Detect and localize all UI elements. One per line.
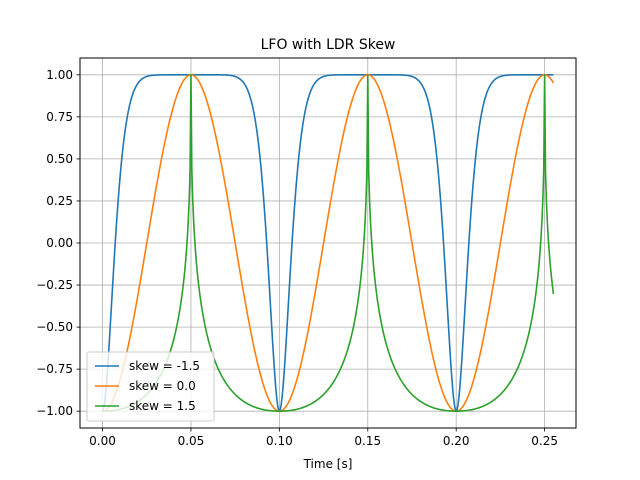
y-tick-label: −0.50 bbox=[36, 320, 73, 334]
y-tick-label: 0.50 bbox=[46, 152, 73, 166]
series-line bbox=[101, 74, 554, 412]
y-tick-label: −0.75 bbox=[36, 362, 73, 376]
series-line bbox=[102, 74, 555, 412]
x-axis-title: Time [s] bbox=[303, 457, 353, 471]
x-tick-label: 0.00 bbox=[89, 434, 116, 448]
x-tick-label: 0.20 bbox=[443, 434, 470, 448]
y-tick-label: 0.00 bbox=[46, 236, 73, 250]
chart-title: LFO with LDR Skew bbox=[261, 37, 396, 53]
x-tick-label: 0.15 bbox=[354, 434, 381, 448]
legend: skew = -1.5 skew = 0.0 skew = 1.5 bbox=[86, 351, 215, 422]
x-tick-label: 0.05 bbox=[178, 434, 205, 448]
y-tick-label: −0.25 bbox=[36, 278, 73, 292]
legend-label: skew = 0.0 bbox=[129, 379, 196, 393]
y-tick-label: 0.75 bbox=[46, 110, 73, 124]
y-tick-label: 1.00 bbox=[46, 68, 73, 82]
axis-ticks: 0.00 0.05 0.10 0.15 0.20 0.25 −1.00 −0.75 −0.50 −… bbox=[36, 68, 558, 448]
y-tick-label: 0.25 bbox=[46, 194, 73, 208]
x-tick-label: 0.25 bbox=[531, 434, 558, 448]
series-line bbox=[102, 74, 555, 412]
legend-label: skew = -1.5 bbox=[129, 359, 200, 373]
x-tick-label: 0.10 bbox=[266, 434, 293, 448]
legend-box bbox=[86, 351, 215, 422]
legend-label: skew = 1.5 bbox=[129, 399, 196, 413]
series-lines bbox=[101, 74, 555, 412]
y-tick-label: −1.00 bbox=[36, 404, 73, 418]
